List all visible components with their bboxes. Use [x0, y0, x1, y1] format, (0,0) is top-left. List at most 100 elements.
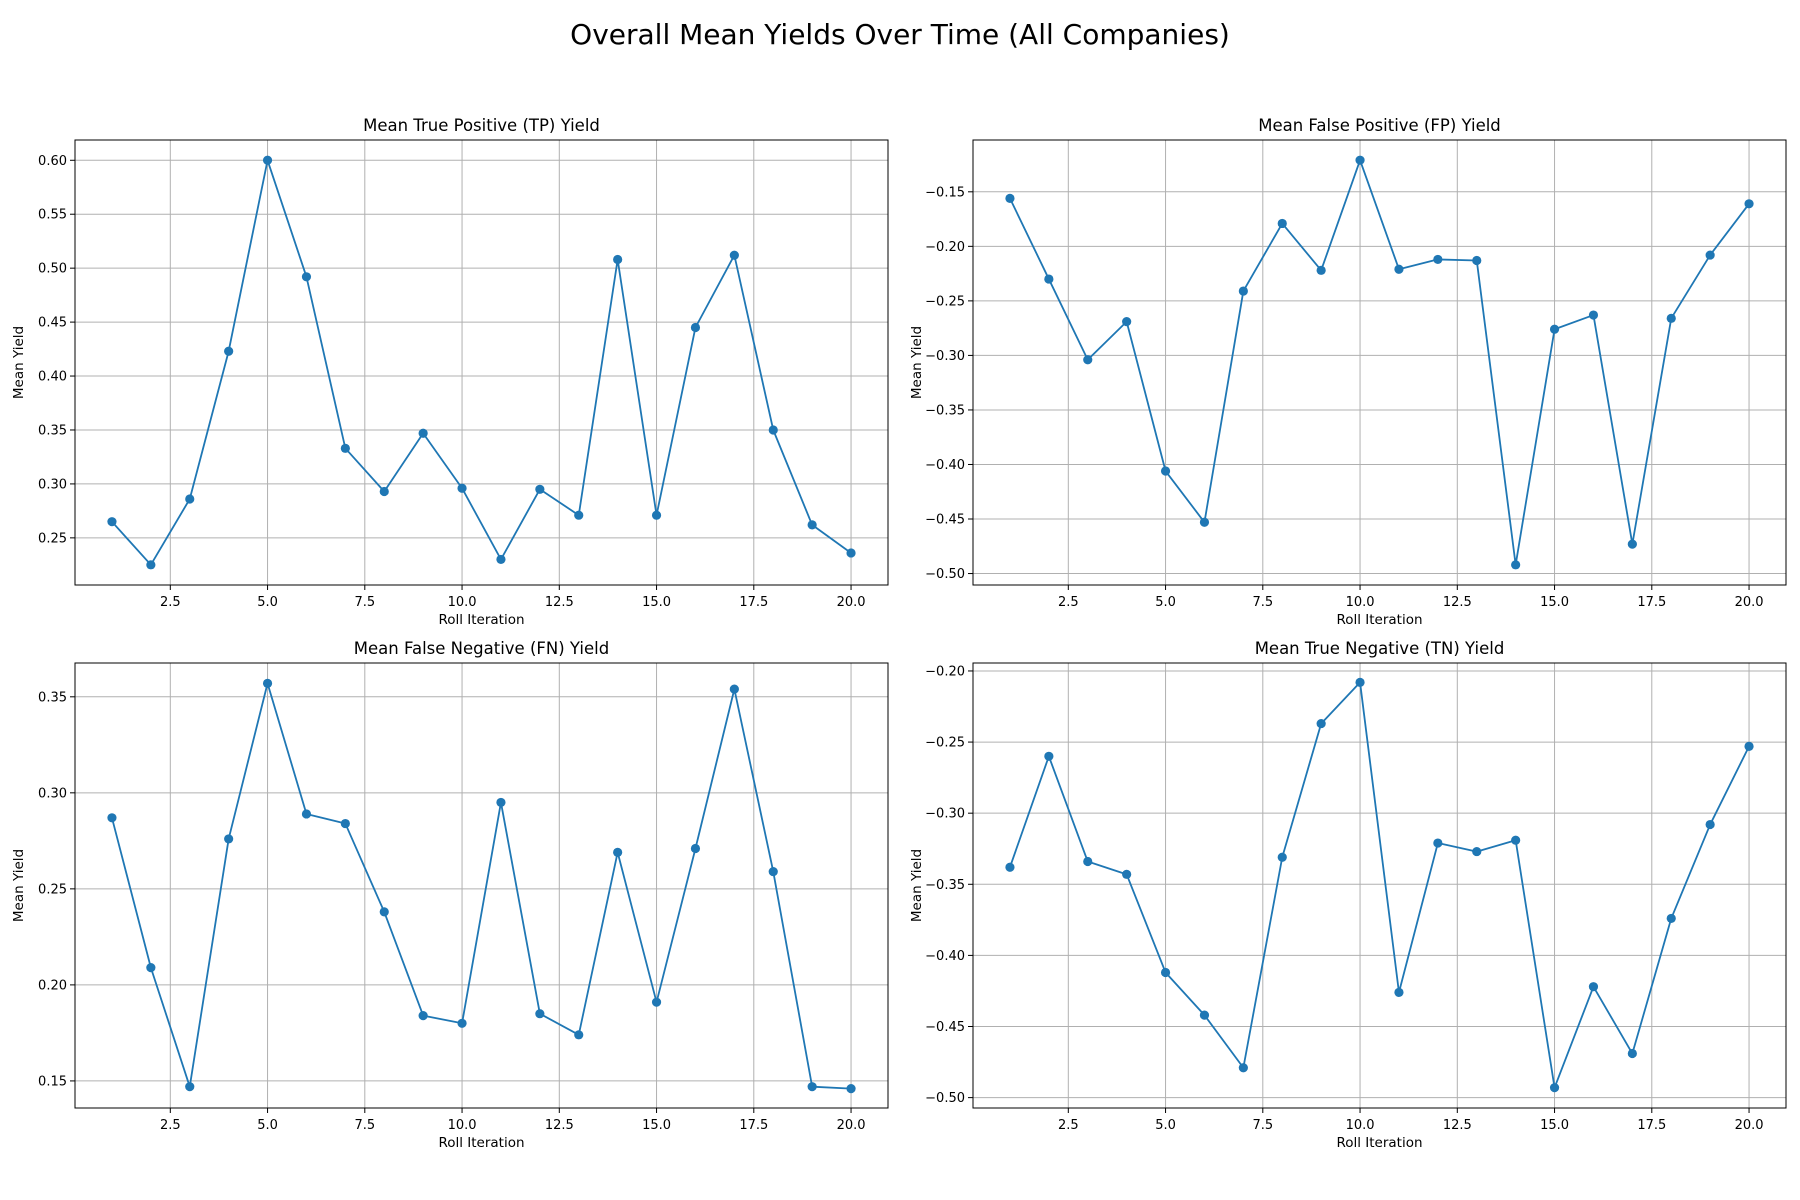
tn-data-point [1316, 718, 1326, 729]
tn-x-tick-label: 7.5 [1252, 1118, 1273, 1133]
tp-data-point [846, 548, 856, 558]
tp-data-point [613, 254, 623, 265]
fp-y-tick-label: −0.35 [925, 403, 965, 418]
tn-x-tick-label: 10.0 [1346, 1118, 1375, 1133]
tp-data-point [729, 250, 739, 260]
tn-data-point [1238, 1063, 1248, 1073]
tn-x-axis-label: Roll Iteration [1336, 1135, 1422, 1151]
fp-x-tick-label: 2.5 [1058, 595, 1079, 610]
fn-data-point [613, 847, 623, 857]
fp-data-point [1744, 199, 1754, 209]
tn-data-point [1277, 852, 1287, 862]
fn-data-point [457, 1018, 467, 1028]
fn-x-axis-label: Roll Iteration [438, 1135, 524, 1151]
tn-x-tick-label: 5.0 [1155, 1118, 1176, 1133]
tn-data-point [1472, 846, 1482, 857]
tp-x-tick-label: 20.0 [837, 595, 866, 610]
fp-data-point [1160, 466, 1171, 476]
fn-data-point [729, 684, 739, 694]
tn-chart-title: Mean True Negative (TN) Yield [1255, 639, 1505, 658]
tn-data-point [1549, 1083, 1560, 1093]
tn-data-point [1433, 838, 1443, 848]
fn-y-tick-label: 0.15 [38, 1074, 67, 1089]
fn-data-point [418, 1011, 428, 1021]
tn-y-tick-label: −0.50 [925, 1091, 965, 1106]
tn-x-tick-label: 20.0 [1735, 1118, 1764, 1133]
panel-tp: 2.5 5.0 7.5 10.0 12.5 15.0 17.5 20.0 0.25 0.30 0.3… [11, 116, 889, 628]
fp-data-point [1511, 560, 1521, 570]
fn-x-tick-label: 2.5 [160, 1118, 181, 1133]
tn-data-point [1005, 862, 1015, 872]
fp-y-tick-label: −0.40 [925, 458, 965, 473]
tn-data-point [1044, 751, 1054, 761]
fp-chart-title: Mean False Positive (FP) Yield [1258, 116, 1501, 135]
fn-y-tick-label: 0.25 [38, 882, 67, 897]
tp-y-tick-label: 0.35 [38, 423, 67, 438]
fn-data-point [340, 818, 350, 829]
tp-axes-frame [74, 139, 889, 586]
tn-data-point [1122, 869, 1132, 879]
fp-data-point [1277, 218, 1287, 229]
fp-y-tick-label: −0.20 [925, 240, 965, 255]
tn-data-point [1394, 987, 1404, 997]
tp-x-tick-label: 10.0 [448, 595, 477, 610]
tp-data-point [418, 428, 428, 438]
fn-series-line [111, 682, 852, 1090]
fn-x-tick-label: 20.0 [837, 1118, 866, 1133]
tp-x-tick-label: 12.5 [545, 595, 574, 610]
fp-data-point [1472, 255, 1482, 266]
tn-data-point [1705, 819, 1715, 830]
tp-x-axis-label: Roll Iteration [438, 612, 524, 628]
fn-x-tick-label: 7.5 [354, 1118, 375, 1133]
tp-x-tick-label: 15.0 [642, 595, 671, 610]
tp-series-line [111, 159, 852, 566]
tp-x-tick-label: 17.5 [739, 595, 768, 610]
tp-y-tick-label: 0.40 [38, 370, 67, 385]
fn-x-tick-label: 10.0 [448, 1118, 477, 1133]
fp-data-point [1666, 313, 1676, 323]
tn-data-point [1511, 835, 1521, 845]
panel-fp: 2.5 5.0 7.5 10.0 12.5 15.0 17.5 20.0 −0.50 −0.45 −… [909, 116, 1787, 628]
fp-x-tick-label: 20.0 [1735, 595, 1764, 610]
fn-data-point [107, 813, 117, 823]
tp-data-point [340, 443, 350, 453]
tp-data-point [807, 520, 817, 530]
tp-y-tick-label: 0.25 [38, 531, 67, 546]
fp-y-tick-label: −0.45 [925, 513, 965, 528]
fn-data-point [185, 1082, 195, 1092]
tn-x-tick-label: 17.5 [1637, 1118, 1666, 1133]
tn-y-tick-label: −0.40 [925, 949, 965, 964]
fn-data-point [574, 1030, 584, 1040]
fn-x-tick-label: 12.5 [545, 1118, 574, 1133]
tn-x-tick-label: 15.0 [1540, 1118, 1569, 1133]
fn-axes-frame [74, 662, 889, 1109]
fn-data-point [301, 809, 312, 819]
tn-data-point [1744, 741, 1754, 751]
fp-data-point [1199, 517, 1210, 527]
fp-y-tick-label: −0.15 [925, 185, 965, 200]
tn-x-tick-label: 12.5 [1443, 1118, 1472, 1133]
tp-y-tick-label: 0.50 [38, 262, 67, 277]
tp-data-point [457, 483, 467, 493]
tp-data-point [379, 486, 389, 497]
panel-fn: 2.5 5.0 7.5 10.0 12.5 15.0 17.5 20.0 0.15 0.20 0.2… [11, 639, 889, 1151]
fn-y-tick-label: 0.30 [38, 786, 67, 801]
tn-data-point [1355, 677, 1365, 687]
fn-data-point [262, 678, 273, 688]
fn-data-point [379, 907, 389, 917]
tp-y-tick-label: 0.30 [38, 477, 67, 492]
fp-series-line [1009, 159, 1750, 566]
tn-data-point [1627, 1048, 1637, 1059]
tn-data-point [1083, 856, 1093, 867]
tn-data-point [1199, 1010, 1210, 1020]
tn-y-tick-label: −0.20 [925, 664, 965, 679]
tp-y-axis-label: Mean Yield [11, 326, 27, 399]
fp-x-tick-label: 7.5 [1252, 595, 1273, 610]
fp-data-point [1316, 265, 1326, 275]
fp-y-tick-label: −0.30 [925, 349, 965, 364]
tn-y-tick-label: −0.45 [925, 1020, 965, 1035]
fp-data-point [1588, 310, 1599, 320]
fn-data-point [496, 797, 506, 808]
tp-data-point [224, 346, 234, 356]
fp-data-point [1122, 316, 1132, 327]
